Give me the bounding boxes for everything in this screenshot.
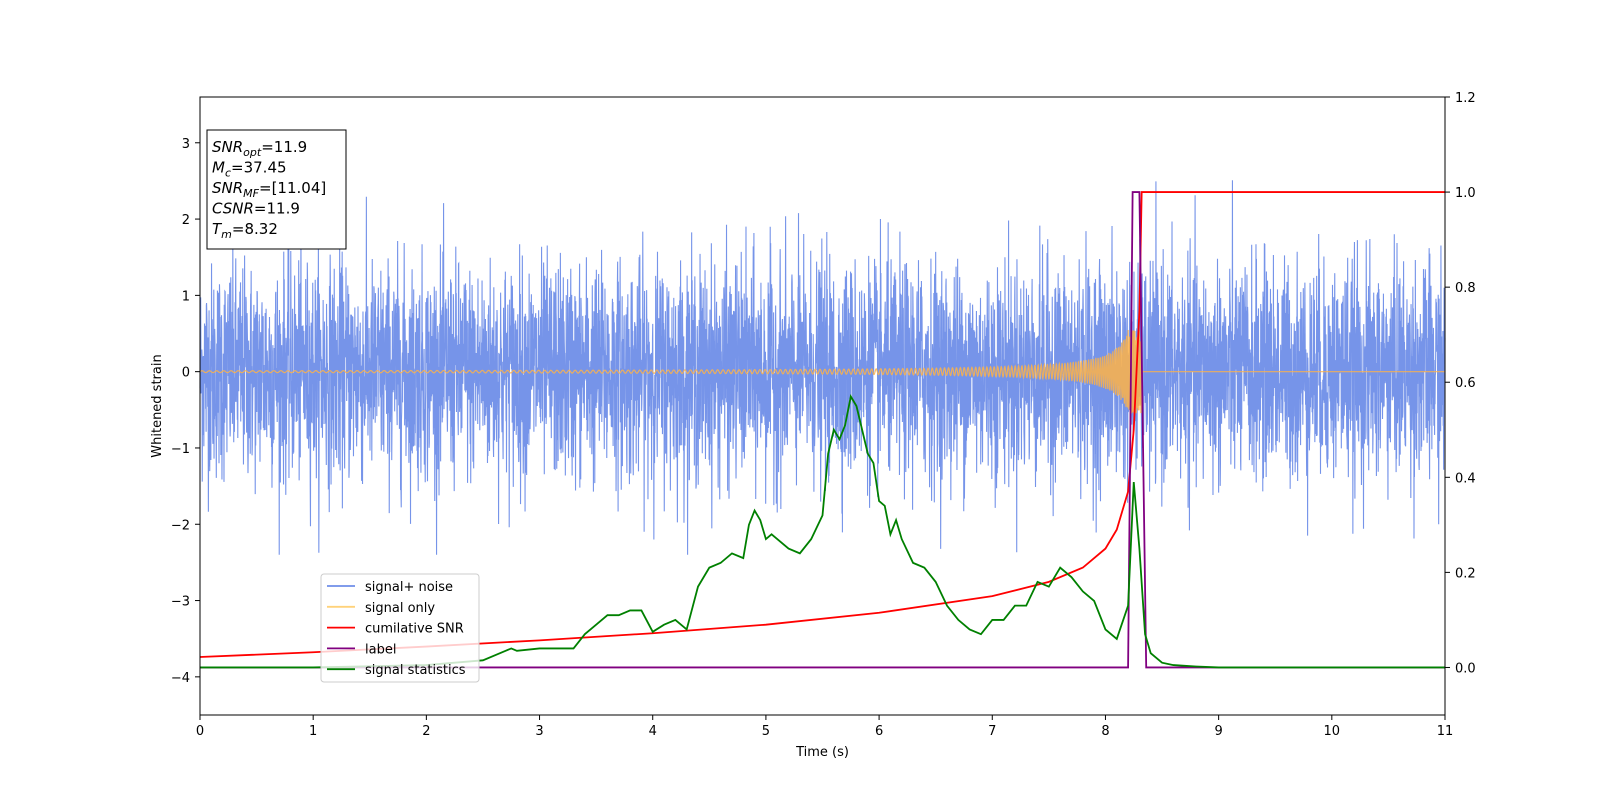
info-box-frame (206, 129, 347, 250)
y-tick-label-left: −3 (171, 595, 190, 610)
info-box: SNRopt=11.9Mc=37.45SNRMF=[11.04]CSNR=11.… (206, 129, 347, 250)
y-tick-label-right: 0.4 (1455, 471, 1476, 486)
x-axis-label: Time (s) (795, 745, 849, 760)
info-line: SNRMF=[11.04] (212, 179, 326, 200)
legend-label: label (365, 642, 396, 657)
info-symbol: M (212, 159, 225, 177)
x-axis: 0 1 2 3 4 5 6 7 8 9 10 11 (196, 715, 1453, 739)
info-symbol: CSNR (212, 200, 254, 218)
x-tick-label: 9 (1214, 724, 1222, 739)
x-tick-label: 2 (422, 724, 430, 739)
x-tick-label: 1 (309, 724, 317, 739)
info-subscript: opt (243, 146, 262, 159)
info-line: CSNR=11.9 (212, 200, 300, 218)
info-subscript: c (225, 167, 231, 180)
x-tick-label: 10 (1324, 724, 1341, 739)
y-tick-label-left: 2 (182, 213, 190, 228)
y-tick-label-right: 1.2 (1455, 91, 1476, 106)
series-signal-only (199, 329, 1445, 414)
x-tick-label: 8 (1101, 724, 1109, 739)
y-tick-label-left: 0 (182, 366, 190, 381)
info-subscript: MF (243, 187, 259, 200)
x-tick-label: 7 (988, 724, 996, 739)
y-tick-label-left: −2 (171, 518, 190, 533)
y-tick-label-right: 0.8 (1455, 281, 1476, 296)
y-tick-label-left: 1 (182, 289, 190, 304)
info-value: =[11.04] (259, 179, 326, 197)
y-tick-label-left: 3 (182, 137, 190, 152)
info-line: Tm=8.32 (212, 220, 278, 241)
y-axis-left: −4 −3 −2 −1 0 1 2 3 (171, 137, 200, 686)
y-tick-label-right: 0.0 (1455, 661, 1476, 676)
legend-frame (320, 573, 480, 683)
legend: signal+ noise signal only cumilative SNR la… (320, 573, 480, 683)
info-symbol: SNR (212, 138, 243, 156)
x-tick-label: 5 (762, 724, 770, 739)
y-tick-label-left: −4 (171, 671, 190, 686)
legend-label: signal statistics (365, 663, 466, 678)
x-tick-label: 11 (1437, 724, 1454, 739)
info-line: SNRopt=11.9 (212, 138, 307, 159)
series-signal-noise (199, 180, 1446, 555)
series-cumilative-snr (199, 191, 1445, 658)
y-axis-right: 0.0 0.2 0.4 0.6 0.8 1.0 1.2 (1445, 91, 1476, 676)
x-tick-label: 0 (196, 724, 204, 739)
x-tick-label: 6 (875, 724, 883, 739)
plot-frame (199, 96, 1446, 716)
x-tick-label: 3 (535, 724, 543, 739)
info-line: Mc=37.45 (212, 159, 287, 180)
info-value: =11.9 (261, 138, 307, 156)
info-symbol: SNR (212, 179, 243, 197)
legend-label: cumilative SNR (365, 622, 464, 637)
y-tick-label-left: −1 (171, 442, 190, 457)
y-tick-label-right: 1.0 (1455, 186, 1476, 201)
info-value: =8.32 (232, 220, 278, 238)
y-tick-label-right: 0.2 (1455, 566, 1476, 581)
info-value: =11.9 (254, 200, 300, 218)
y-tick-label-right: 0.6 (1455, 376, 1476, 391)
y-axis-label: Whitened strain (150, 354, 165, 457)
legend-label: signal+ noise (365, 580, 453, 595)
series-signal-statistics (200, 394, 1445, 669)
info-symbol: T (212, 220, 223, 238)
series-layer (199, 180, 1446, 669)
info-value: =37.45 (231, 159, 287, 177)
legend-label: signal only (365, 601, 435, 616)
info-subscript: m (221, 228, 232, 241)
x-tick-label: 4 (649, 724, 657, 739)
